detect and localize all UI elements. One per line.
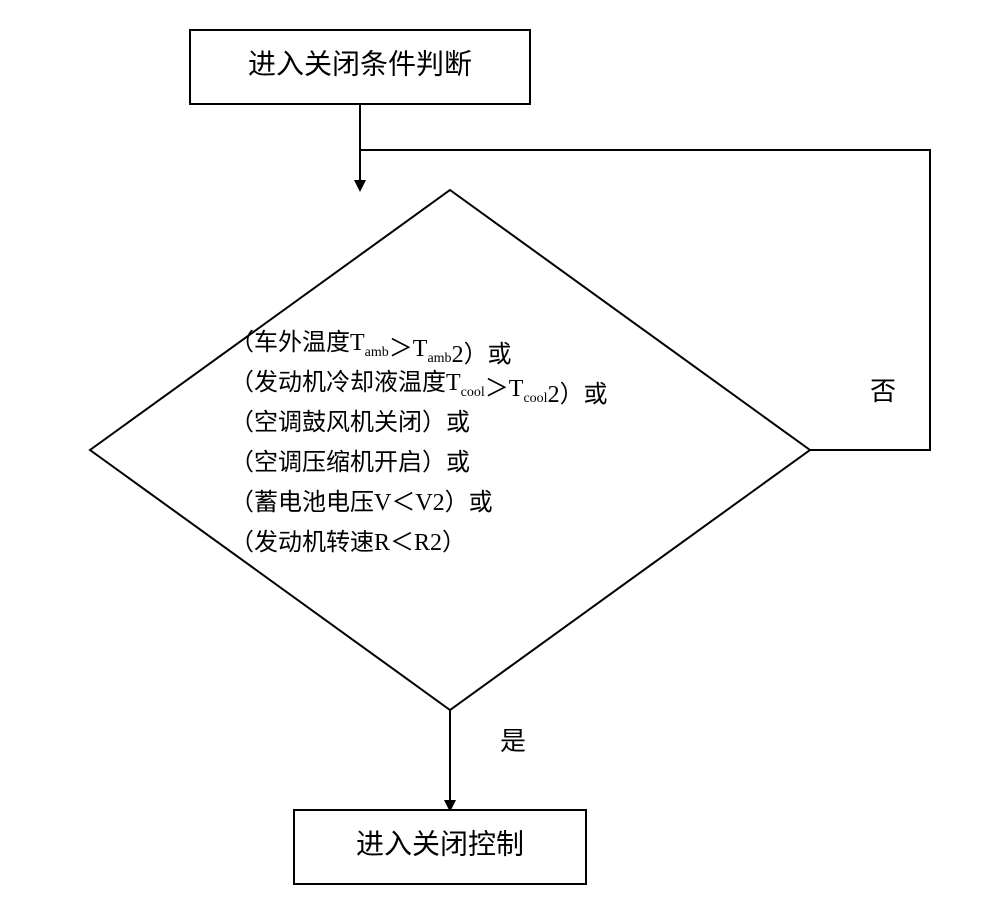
decision-line: （空调鼓风机关闭）或	[230, 409, 470, 436]
end-label: 进入关闭控制	[356, 828, 524, 860]
edge-label: 是	[500, 727, 526, 756]
start-label: 进入关闭条件判断	[248, 48, 472, 80]
decision-line: （蓄电池电压V＜V2）或	[230, 489, 493, 516]
edge-label: 否	[870, 377, 896, 406]
decision-line: （发动机转速R＜R2）	[230, 529, 466, 556]
decision-line: （空调压缩机开启）或	[230, 449, 470, 476]
